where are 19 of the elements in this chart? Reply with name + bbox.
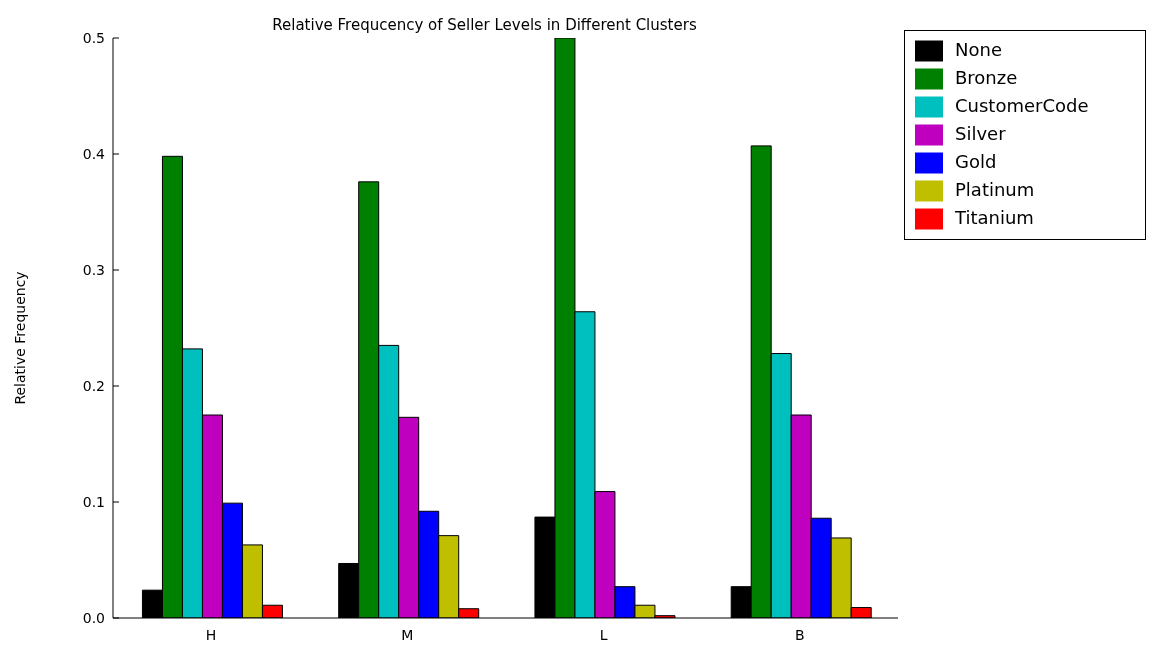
- x-tick-label: H: [205, 627, 217, 643]
- legend-label: Bronze: [955, 67, 1018, 88]
- y-axis-title: Relative Frequency: [12, 271, 28, 405]
- y-tick-label: 0.5: [82, 29, 105, 46]
- legend-label: CustomerCode: [955, 95, 1089, 116]
- chart-title: Relative Frequcency of Seller Levels in Different Clusters: [272, 16, 697, 34]
- x-tick-label: B: [795, 627, 805, 643]
- legend-label: Titanium: [955, 207, 1034, 228]
- y-tick-label: 0.1: [82, 493, 105, 510]
- x-tick-label: M: [401, 627, 414, 643]
- legend-label: Gold: [955, 151, 997, 172]
- legend-label: Platinum: [955, 179, 1035, 200]
- x-tick-label: L: [599, 627, 608, 643]
- legend-label: Silver: [955, 123, 1006, 144]
- y-tick-label: 0.4: [82, 145, 106, 162]
- legend-label: None: [955, 39, 1002, 60]
- y-tick-label: 0.3: [82, 261, 105, 278]
- y-tick-label: 0.0: [82, 609, 105, 626]
- y-tick-label: 0.2: [82, 377, 105, 394]
